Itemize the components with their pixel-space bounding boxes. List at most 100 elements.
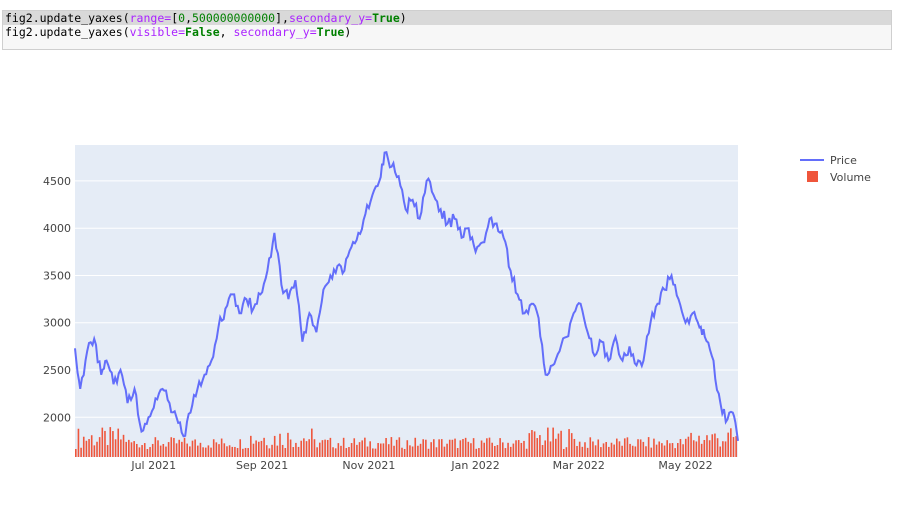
y-tick-label: 3500 (43, 269, 71, 282)
volume-bar (308, 439, 310, 457)
y-axis-ticks: 2000 2500 3000 3500 4000 4500 (43, 175, 71, 424)
volume-bar (486, 438, 488, 457)
volume-bar (536, 438, 539, 457)
volume-bar (318, 442, 321, 457)
volume-bar (419, 443, 422, 457)
volume-bar (300, 440, 303, 457)
volume-bar (716, 438, 719, 457)
volume-bar (348, 447, 350, 457)
volume-bar (600, 447, 602, 457)
volume-bar (528, 433, 531, 457)
volume-bar (504, 448, 507, 457)
volume-bar (101, 427, 104, 457)
volume-bar (324, 439, 326, 457)
x-tick-label: Sep 2021 (236, 459, 288, 472)
volume-bar (250, 435, 252, 457)
volume-bar (663, 445, 666, 457)
volume-bar (146, 448, 149, 457)
x-axis-ticks: Jul 2021 Sep 2021 Nov 2021 Jan 2022 Mar 2022… (130, 459, 712, 472)
volume-bar (128, 439, 130, 457)
volume-bar (475, 448, 478, 457)
volume-bar (700, 443, 703, 457)
plot-area[interactable] (75, 145, 738, 457)
volume-bar (181, 441, 183, 457)
legend-volume-label[interactable]: Volume (830, 171, 871, 184)
volume-bar (305, 441, 308, 457)
volume-bar (149, 447, 151, 457)
volume-bar (242, 448, 244, 457)
volume-bar (143, 443, 146, 457)
volume-bar (724, 441, 727, 457)
price-line (74, 151, 739, 442)
volume-bar (616, 438, 618, 457)
volume-bar (695, 441, 698, 457)
volume-bar (443, 446, 446, 457)
volume-bar (329, 437, 332, 457)
x-tick-label: Jan 2022 (450, 459, 499, 472)
volume-bar (666, 440, 668, 457)
volume-bar (215, 442, 218, 457)
volume-bar (321, 440, 324, 457)
volume-bar (189, 446, 191, 457)
volume-bar (316, 447, 318, 457)
volume-bar (406, 440, 409, 457)
volume-bar (435, 447, 438, 457)
volume-bar (658, 441, 661, 457)
volume-bar (276, 445, 279, 457)
volume-bar (634, 446, 637, 457)
legend[interactable]: Price Volume (800, 154, 871, 184)
volume-bar (234, 446, 236, 457)
volume-bar (289, 439, 292, 457)
volume-bar (173, 437, 175, 457)
volume-bar (403, 448, 406, 457)
volume-bar (626, 437, 629, 457)
volume-bar (279, 433, 281, 457)
volume-bar (199, 442, 202, 457)
volume-bar (557, 433, 560, 457)
volume-bar (531, 430, 533, 457)
volume-bar (496, 445, 499, 457)
volume-bar (427, 448, 430, 457)
volume-bar (260, 440, 263, 457)
volume-bar (292, 447, 295, 457)
legend-price-label[interactable]: Price (830, 154, 857, 167)
volume-bar (165, 446, 167, 457)
volume-bar (610, 442, 613, 457)
volume-bar (141, 445, 143, 457)
volume-bar (655, 444, 658, 457)
volume-bar (584, 442, 586, 457)
volume-bar (417, 445, 419, 457)
volume-bar (130, 442, 133, 457)
volume-bar (698, 435, 700, 457)
volume-bar (483, 442, 485, 457)
volume-bar (210, 447, 212, 457)
volume-bar (337, 443, 340, 457)
volume-bar (653, 438, 655, 457)
volume-bar (377, 443, 379, 457)
volume-bar (385, 438, 387, 457)
x-tick-label: Mar 2022 (553, 459, 605, 472)
volume-bar (732, 437, 735, 457)
volume-bar (120, 439, 122, 457)
volume-bar (138, 447, 141, 457)
code-line-1: fig2.update_yaxes(range=[0,500000000000]… (3, 11, 891, 25)
volume-bar (374, 448, 377, 457)
volume-bar (117, 428, 120, 457)
volume-bar (448, 439, 451, 457)
volume-bar (154, 437, 157, 457)
volume-bar (613, 444, 615, 457)
volume-bar (257, 441, 260, 457)
volume-bar (401, 447, 403, 457)
volume-bar (162, 443, 165, 457)
volume-bar (682, 444, 684, 457)
volume-bar (204, 447, 207, 457)
volume-bar (372, 448, 374, 457)
volume-bar (586, 447, 589, 457)
y-tick-label: 2000 (43, 411, 71, 424)
volume-bar (366, 446, 369, 457)
volume-bar (133, 441, 135, 457)
volume-bar (735, 436, 737, 457)
code-cell[interactable]: fig2.update_yaxes(range=[0,500000000000]… (2, 10, 892, 50)
x-tick-label: May 2022 (658, 459, 712, 472)
